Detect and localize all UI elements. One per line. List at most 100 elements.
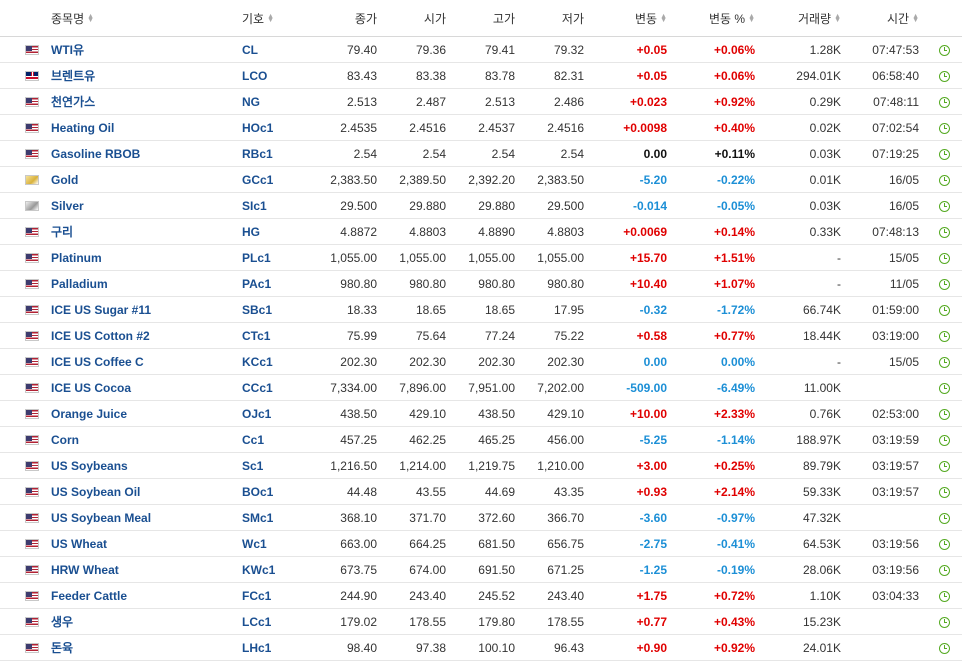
low-cell: 79.32 [523,36,592,63]
low-cell: 7,202.00 [523,374,592,401]
instrument-link[interactable]: 생우 [51,615,74,629]
symbol-link[interactable]: SMc1 [242,510,274,525]
instrument-link[interactable]: Orange Juice [51,406,128,421]
instrument-link[interactable]: US Soybeans [51,458,128,473]
time-cell: 03:19:56 [849,556,927,583]
table-row[interactable]: Feeder Cattle FCc1 244.90 243.40 245.52 243.4… [0,582,962,609]
instrument-link[interactable]: Heating Oil [51,120,115,135]
table-row[interactable]: US Soybean Oil BOc1 44.48 43.55 44.69 43.35 +0… [0,478,962,505]
symbol-link[interactable]: HOc1 [242,120,274,135]
high-cell: 465.25 [454,426,523,453]
symbol-link[interactable]: OJc1 [242,406,272,421]
time-cell: 16/05 [849,192,927,219]
table-row[interactable]: HRW Wheat KWc1 673.75 674.00 691.50 671.25 -1.… [0,556,962,583]
instrument-link[interactable]: ICE US Cocoa [51,380,132,395]
symbol-link[interactable]: FCc1 [242,588,272,603]
symbol-cell: Sc1 [241,452,309,479]
header-change[interactable]: 변동 ▲ ▼ [592,0,675,37]
table-row[interactable]: ICE US Cocoa CCc1 7,334.00 7,896.00 7,951.00… [0,374,962,401]
symbol-link[interactable]: KWc1 [242,562,276,577]
header-volume[interactable]: 거래량 ▲ ▼ [763,0,849,37]
instrument-link[interactable]: ICE US Sugar #11 [51,302,152,317]
table-row[interactable]: Platinum PLc1 1,055.00 1,055.00 1,055.00 1,05… [0,244,962,271]
instrument-link[interactable]: US Wheat [51,536,108,551]
change-pct-cell: -1.72% [675,296,763,323]
table-row[interactable]: US Wheat Wc1 663.00 664.25 681.50 656.75 -2.75… [0,530,962,557]
symbol-link[interactable]: GCc1 [242,172,274,187]
header-low[interactable]: 저가 [523,0,592,37]
table-row[interactable]: US Soybean Meal SMc1 368.10 371.70 372.60 366… [0,504,962,531]
symbol-link[interactable]: SIc1 [242,198,267,213]
header-time[interactable]: 시간 ▲ ▼ [849,0,927,37]
instrument-link[interactable]: Palladium [51,276,108,291]
instrument-link[interactable]: HRW Wheat [51,562,119,577]
close-cell: 7,334.00 [309,374,385,401]
symbol-link[interactable]: PLc1 [242,250,271,265]
table-row[interactable]: Gold GCc1 2,383.50 2,389.50 2,392.20 2,383.50… [0,166,962,193]
symbol-link[interactable]: PAc1 [242,276,272,291]
table-row[interactable]: ICE US Sugar #11 SBc1 18.33 18.65 18.65 17.95… [0,296,962,323]
symbol-link[interactable]: NG [242,94,260,109]
symbol-link[interactable]: CCc1 [242,380,273,395]
instrument-link[interactable]: Corn [51,432,79,447]
instrument-link[interactable]: WTI유 [51,43,85,57]
table-row[interactable]: US Soybeans Sc1 1,216.50 1,214.00 1,219.75 1,… [0,452,962,479]
low-cell: 4.8803 [523,218,592,245]
header-symbol[interactable]: 기호 ▲ ▼ [241,0,309,37]
instrument-link[interactable]: Gasoline RBOB [51,146,141,161]
symbol-link[interactable]: LCO [242,68,268,83]
low-cell: 82.31 [523,62,592,89]
us-flag-icon [25,409,39,420]
flag-header [0,0,50,37]
instrument-link[interactable]: Feeder Cattle [51,588,128,603]
instrument-link[interactable]: ICE US Coffee C [51,354,144,369]
table-row[interactable]: Corn Cc1 457.25 462.25 465.25 456.00 -5.25 -1.1… [0,426,962,453]
instrument-link[interactable]: 브렌트유 [51,69,96,83]
header-change-pct[interactable]: 변동 % ▲ ▼ [675,0,763,37]
table-row[interactable]: Silver SIc1 29.500 29.880 29.880 29.500 -0.014… [0,192,962,219]
clock-icon [939,252,950,264]
table-row[interactable]: WTI유 CL 79.40 79.36 79.41 79.32 +0.05 +0.06% 1.2… [0,36,962,63]
change-pct-cell: 0.00% [675,348,763,375]
symbol-link[interactable]: CL [242,42,258,57]
header-close[interactable]: 종가 [309,0,385,37]
instrument-link[interactable]: US Soybean Oil [51,484,141,499]
header-open[interactable]: 시가 [385,0,454,37]
table-row[interactable]: Heating Oil HOc1 2.4535 2.4516 2.4537 2.4516 +… [0,114,962,141]
symbol-link[interactable]: CTc1 [242,328,271,343]
table-row[interactable]: Gasoline RBOB RBc1 2.54 2.54 2.54 2.54 0.00 +0.… [0,140,962,167]
table-row[interactable]: 천연가스 NG 2.513 2.487 2.513 2.486 +0.023 +0.92% 0.… [0,88,962,115]
table-row[interactable]: ICE US Cotton #2 CTc1 75.99 75.64 77.24 75.22… [0,322,962,349]
instrument-link[interactable]: 구리 [51,225,74,239]
table-row[interactable]: 구리 HG 4.8872 4.8803 4.8890 4.8803 +0.0069 +0.14… [0,218,962,245]
symbol-link[interactable]: Wc1 [242,536,267,551]
table-row[interactable]: 돈육 LHc1 98.40 97.38 100.10 96.43 +0.90 +0.92% 24… [0,634,962,661]
symbol-link[interactable]: BOc1 [242,484,274,499]
table-row[interactable]: ICE US Coffee C KCc1 202.30 202.30 202.30 202… [0,348,962,375]
instrument-link[interactable]: Silver [51,198,84,213]
symbol-link[interactable]: RBc1 [242,146,273,161]
symbol-link[interactable]: KCc1 [242,354,273,369]
change-cell: +0.0098 [592,114,675,141]
table-row[interactable]: 생우 LCc1 179.02 178.55 179.80 178.55 +0.77 +0.43… [0,608,962,635]
table-row[interactable]: 브렌트유 LCO 83.43 83.38 83.78 82.31 +0.05 +0.06% 29… [0,62,962,89]
symbol-link[interactable]: SBc1 [242,302,273,317]
symbol-cell: LHc1 [241,634,309,661]
header-name[interactable]: 종목명 ▲ ▼ [50,0,241,37]
instrument-link[interactable]: ICE US Cotton #2 [51,328,150,343]
symbol-link[interactable]: LHc1 [242,640,272,655]
symbol-link[interactable]: Sc1 [242,458,264,473]
open-cell: 7,896.00 [385,374,454,401]
table-row[interactable]: Palladium PAc1 980.80 980.80 980.80 980.80 +10… [0,270,962,297]
instrument-link[interactable]: 천연가스 [51,95,96,109]
instrument-link[interactable]: Gold [51,172,79,187]
instrument-link[interactable]: US Soybean Meal [51,510,152,525]
instrument-link[interactable]: 돈육 [51,641,74,655]
symbol-link[interactable]: LCc1 [242,614,272,629]
symbol-link[interactable]: HG [242,224,260,239]
instrument-link[interactable]: Platinum [51,250,102,265]
table-row[interactable]: Orange Juice OJc1 438.50 429.10 438.50 429.10… [0,400,962,427]
status-cell [927,296,962,323]
header-high[interactable]: 고가 [454,0,523,37]
symbol-link[interactable]: Cc1 [242,432,265,447]
